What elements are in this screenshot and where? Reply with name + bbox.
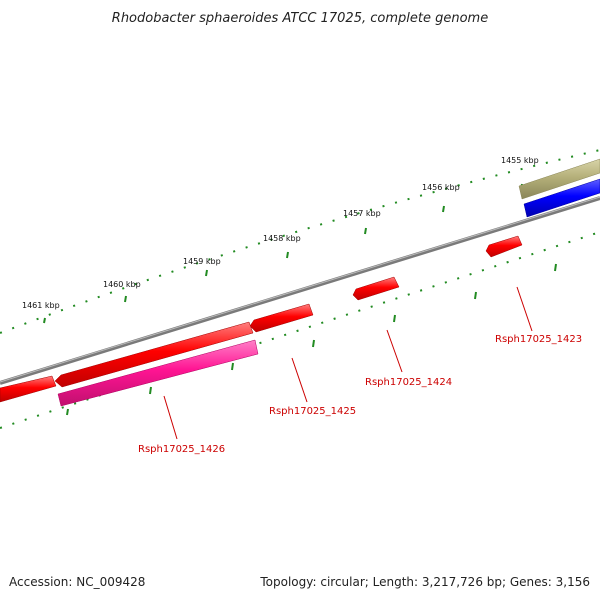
gene-rsph17025-1423[interactable] [485, 235, 523, 258]
outer-scale-track: 1455 kbp 1456 kbp 1457 kbp 1458 kbp 1459… [0, 149, 600, 334]
gene-blue[interactable] [523, 178, 600, 218]
gene-rsph17025-1426[interactable] [57, 339, 259, 407]
major-tick [124, 295, 127, 303]
gene-label-1423: Rsph17025_1423 [495, 334, 582, 345]
scale-label: 1457 kbp [343, 209, 381, 218]
gene-olive[interactable] [518, 158, 600, 200]
inner-scale-track [0, 231, 600, 429]
scale-label: 1455 kbp [501, 156, 539, 165]
major-tick [286, 251, 289, 259]
scale-label: 1458 kbp [263, 234, 301, 243]
genome-summary-text: Topology: circular; Length: 3,217,726 bp… [259, 575, 590, 589]
gene-label-1424: Rsph17025_1424 [365, 377, 452, 388]
gene-red-left[interactable] [0, 375, 57, 403]
scale-label: 1456 kbp [422, 183, 460, 192]
gene-label-1426: Rsph17025_1426 [138, 444, 225, 455]
leader-line [291, 357, 308, 403]
scale-label: 1459 kbp [183, 257, 221, 266]
genome-backbone-highlight [0, 196, 600, 383]
label-leaders [163, 286, 533, 440]
gene-rsph17025-1425[interactable] [249, 303, 314, 333]
major-tick [364, 227, 367, 235]
gene-features [0, 158, 600, 407]
map-title: Rhodobacter sphaeroides ATCC 17025, comp… [112, 11, 488, 26]
scale-label: 1461 kbp [22, 301, 60, 310]
accession-text: Accession: NC_009428 [9, 575, 145, 589]
major-tick [442, 205, 445, 213]
leader-line [163, 395, 178, 440]
gene-label-1425: Rsph17025_1425 [269, 406, 356, 417]
leader-line [516, 286, 533, 332]
major-tick [43, 317, 46, 324]
major-tick [66, 408, 69, 416]
major-tick [205, 269, 208, 277]
gene-rsph17025-1424[interactable] [352, 276, 400, 301]
major-tick [231, 362, 234, 371]
major-tick [474, 291, 477, 300]
major-tick [554, 263, 557, 272]
gene-red-long[interactable] [54, 321, 254, 388]
leader-line [386, 329, 403, 373]
genome-backbone [0, 196, 600, 385]
scale-label: 1460 kbp [103, 280, 141, 289]
major-tick [393, 314, 396, 323]
major-tick [149, 386, 152, 395]
major-tick [312, 339, 315, 348]
